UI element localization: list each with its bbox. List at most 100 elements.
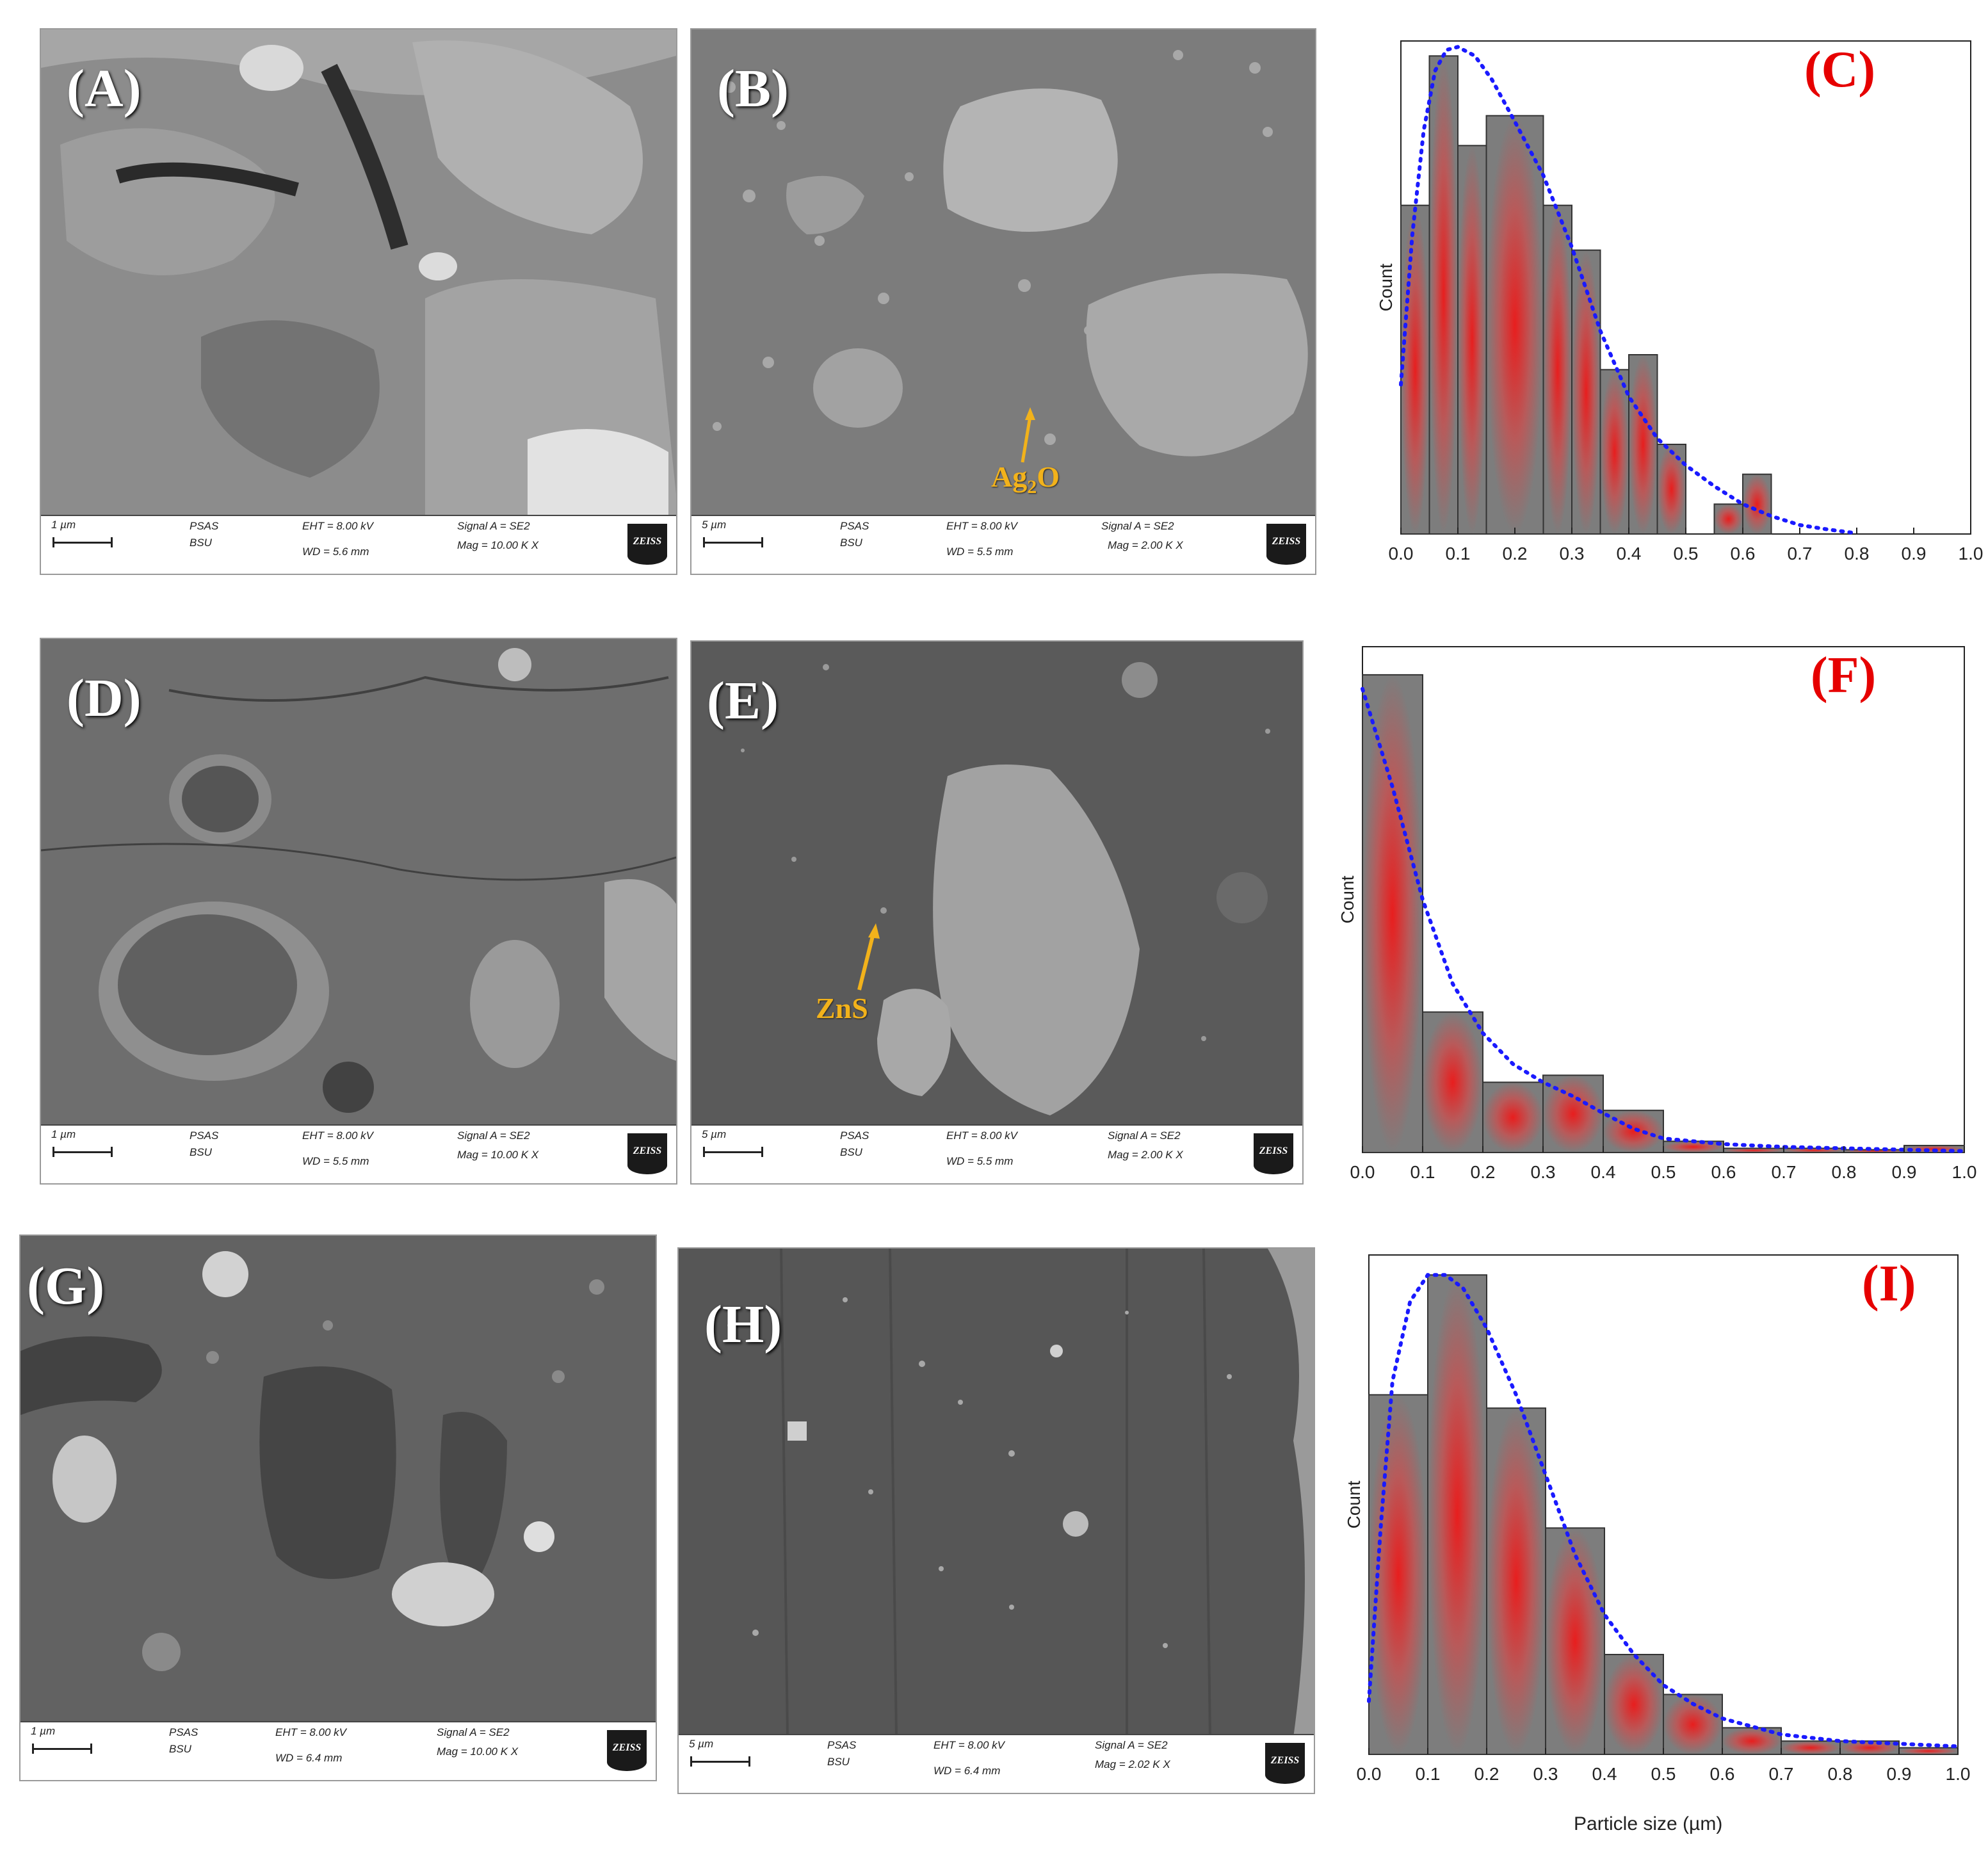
eht-value: EHT = 8.00 kV [933, 1739, 1005, 1751]
panel-label-g: (G) [27, 1256, 105, 1316]
sem-texture [679, 1249, 1314, 1738]
histogram-bar [1427, 1274, 1487, 1755]
lab-name: PSAS [840, 520, 869, 532]
dept-name: BSU [840, 1146, 862, 1158]
sem-texture [691, 642, 1302, 1128]
fit-curve [1399, 45, 1854, 535]
scale-bar [32, 1744, 92, 1754]
zns-label: ZnS [816, 992, 868, 1024]
x-tick-label: 0.6 [1710, 1764, 1735, 1784]
histogram-bar [1781, 1740, 1841, 1756]
histogram-bar [1428, 55, 1459, 535]
histogram-bar [1599, 369, 1629, 535]
histogram-bar [1713, 503, 1743, 535]
panel-label-h: (H) [704, 1295, 782, 1354]
panel-label-d: (D) [67, 668, 141, 728]
sem-texture [20, 1236, 656, 1725]
dept-name: BSU [190, 1146, 212, 1158]
eht-value: EHT = 8.00 kV [946, 1129, 1018, 1142]
sem-databar: 5 µm PSAS BSU EHT = 8.00 kV WD = 5.5 mm … [691, 1124, 1302, 1183]
scale-value: 1 µm [51, 519, 76, 531]
scale-bar [53, 537, 113, 547]
wd-value: WD = 6.4 mm [933, 1765, 1001, 1777]
x-tick-label: 0.5 [1674, 544, 1699, 563]
x-tick-label: 0.4 [1617, 544, 1642, 563]
signal-value: Signal A = SE2 [457, 520, 530, 532]
x-tick-label: 0.8 [1832, 1162, 1857, 1182]
scale-value: 1 µm [31, 1725, 56, 1737]
eht-value: EHT = 8.00 kV [302, 520, 374, 532]
histogram-bar [1422, 1011, 1483, 1153]
x-tick-label: 0.1 [1446, 544, 1471, 563]
lab-name: PSAS [190, 520, 219, 532]
dept-name: BSU [190, 537, 212, 549]
histogram-f-plot: 0.0 0.1 0.2 0.3 0.4 0.5 0.6 0.7 0.8 0.9 1.0 Count [1337, 646, 1976, 1182]
scale-value: 5 µm [702, 1128, 727, 1140]
scale-value: 5 µm [689, 1738, 714, 1750]
signal-value: Signal A = SE2 [1108, 1129, 1181, 1142]
histogram-bar [1362, 674, 1423, 1153]
x-tick-label: 0.6 [1731, 544, 1756, 563]
scale-bar [703, 537, 763, 547]
eht-value: EHT = 8.00 kV [275, 1726, 347, 1738]
x-tick-label: 0.0 [1389, 544, 1414, 563]
wd-value: WD = 5.6 mm [302, 546, 369, 558]
wd-value: WD = 6.4 mm [275, 1752, 343, 1764]
wd-value: WD = 5.5 mm [946, 1155, 1014, 1167]
lab-name: PSAS [827, 1739, 857, 1751]
signal-value: Signal A = SE2 [457, 1129, 530, 1142]
scale-bar [703, 1147, 763, 1157]
histogram-i-plot: 0.0 0.1 0.2 0.3 0.4 0.5 0.6 0.7 0.8 0.9 1.0 Count [1344, 1254, 1970, 1784]
y-axis-label: Count [1376, 263, 1396, 311]
x-tick-label: 0.0 [1357, 1764, 1382, 1784]
x-tick-label: 0.2 [1475, 1764, 1499, 1784]
histogram-bar [1898, 1747, 1959, 1755]
signal-value: Signal A = SE2 [1095, 1739, 1168, 1751]
sem-texture [41, 639, 676, 1128]
panel-label-e: (E) [707, 671, 779, 731]
signal-value: Signal A = SE2 [437, 1726, 510, 1738]
mag-value: Mag = 2.00 K X [1108, 539, 1183, 551]
histogram-bar [1542, 1074, 1604, 1153]
x-tick-label: 0.7 [1772, 1162, 1797, 1182]
wd-value: WD = 5.5 mm [946, 546, 1014, 558]
sem-image-e: (E) ZnS 5 µm PSAS BSU EHT = 8.00 kV WD =… [690, 640, 1304, 1185]
dept-name: BSU [169, 1743, 191, 1755]
signal-value: Signal A = SE2 [1101, 520, 1174, 532]
sem-databar: 5 µm PSAS BSU EHT = 8.00 kV WD = 5.5 mm … [691, 515, 1315, 574]
histogram-bar [1457, 145, 1487, 535]
sem-image-b: (B) Ag2O 5 µm PSAS BSU EHT = 8.00 kV WD … [690, 28, 1316, 575]
panel-label-a: (A) [67, 59, 141, 118]
mag-value: Mag = 10.00 K X [457, 539, 539, 551]
x-tick-label: 0.1 [1416, 1764, 1441, 1784]
x-tick-label: 1.0 [1952, 1162, 1977, 1182]
x-tick-label: 0.0 [1350, 1162, 1375, 1182]
x-tick-label: 0.9 [1887, 1764, 1912, 1784]
x-axis-label: Particle size (µm) [1574, 1813, 1723, 1834]
y-axis-label: Count [1344, 1480, 1364, 1528]
x-tick-label: 0.5 [1651, 1162, 1676, 1182]
ag2o-label: Ag2O [991, 460, 1060, 498]
sem-image-g: (G) 1 µm PSAS BSU EHT = 8.00 kV WD = 6.4… [19, 1234, 657, 1781]
sem-databar: 1 µm PSAS BSU EHT = 8.00 kV WD = 6.4 mm … [20, 1721, 656, 1780]
sem-texture [691, 29, 1315, 519]
x-tick-label: 0.8 [1828, 1764, 1853, 1784]
dept-name: BSU [840, 537, 862, 549]
histogram-bar [1571, 249, 1601, 535]
zeiss-logo: ZEISS [627, 1133, 667, 1174]
scale-value: 5 µm [702, 519, 727, 531]
fit-curve [1367, 1273, 1960, 1749]
mag-value: Mag = 2.02 K X [1095, 1758, 1170, 1770]
histogram-bar [1628, 354, 1658, 535]
histogram-bar [1486, 1407, 1546, 1755]
x-tick-label: 0.9 [1902, 544, 1927, 563]
panel-label-i: (I) [1862, 1256, 1916, 1312]
scale-bar [53, 1147, 113, 1157]
x-tick-label: 0.7 [1769, 1764, 1794, 1784]
zeiss-logo: ZEISS [1266, 524, 1306, 565]
sem-texture [41, 29, 676, 519]
arrow-icon [857, 923, 880, 991]
eht-value: EHT = 8.00 kV [302, 1129, 374, 1142]
scale-bar [690, 1756, 750, 1767]
mag-value: Mag = 10.00 K X [457, 1149, 539, 1161]
